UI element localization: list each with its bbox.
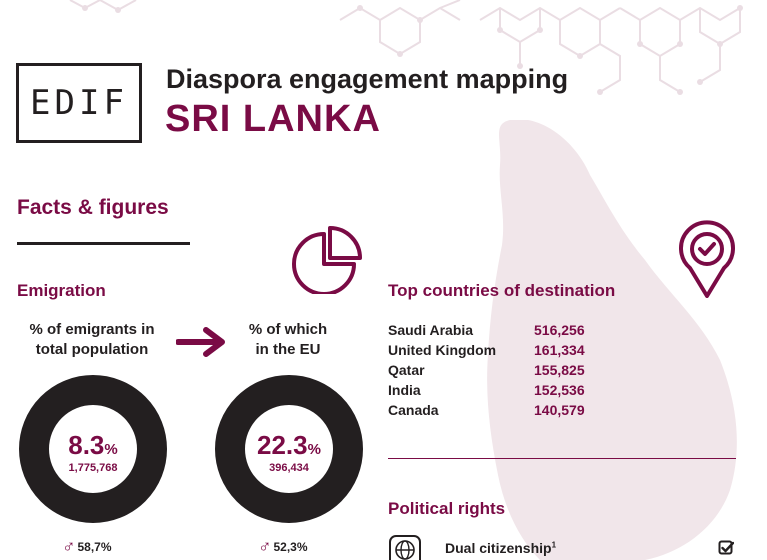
- destination-country: India: [388, 382, 421, 398]
- donut-total-population: [19, 375, 167, 523]
- male-symbol-icon: ♂: [258, 536, 272, 556]
- table-row: Qatar 155,825: [388, 360, 585, 380]
- total-label-line2: total population: [35, 341, 149, 358]
- edif-logo: EDIF: [16, 63, 142, 143]
- eu-share-label: % of which in the EU: [226, 320, 350, 360]
- table-row: Saudi Arabia 516,256: [388, 320, 585, 340]
- destination-value: 152,536: [534, 382, 585, 398]
- table-row: India 152,536: [388, 380, 585, 400]
- emigration-heading: Emigration: [17, 281, 106, 300]
- destination-country: Canada: [388, 402, 439, 418]
- total-population-label: % of emigrants in total population: [20, 320, 164, 360]
- total-unit: %: [104, 441, 118, 458]
- destination-country: United Kingdom: [388, 342, 497, 358]
- facts-divider: [17, 242, 190, 245]
- donut-eu-share: [215, 375, 363, 523]
- total-percentage: 8.3%: [16, 430, 170, 461]
- total-value: 8.3: [68, 430, 105, 460]
- table-row: Canada 140,579: [388, 400, 585, 420]
- eu-value: 22.3: [257, 430, 308, 460]
- table-row: United Kingdom 161,334: [388, 340, 585, 360]
- male-symbol-icon: ♂: [62, 536, 76, 556]
- section-divider: [388, 458, 736, 459]
- total-label-line1: % of emigrants in: [29, 321, 155, 338]
- sri-lanka-map: [487, 120, 737, 560]
- pie-chart-icon: [292, 226, 362, 294]
- network-background: [69, 0, 743, 95]
- logo-text: EDIF: [30, 83, 128, 123]
- donut-track: [19, 375, 167, 523]
- facts-heading: Facts & figures: [17, 196, 169, 219]
- eu-label-line1: % of which: [248, 321, 328, 338]
- donut-total-center: 8.3% 1,775,768: [16, 430, 170, 474]
- eu-male-value: 52,3%: [273, 539, 308, 554]
- country-name: SRI LANKA: [165, 98, 381, 140]
- destination-value: 161,334: [534, 342, 585, 358]
- destination-value: 155,825: [534, 362, 585, 378]
- footnote-marker: 1: [551, 540, 557, 550]
- political-rights-heading: Political rights: [388, 499, 506, 518]
- destinations-heading: Top countries of destination: [388, 281, 616, 300]
- eu-label-line2: in the EU: [255, 341, 321, 358]
- dual-citizenship-text: Dual citizenship: [445, 540, 552, 556]
- eu-male-share: ♂ 52,3%: [258, 536, 308, 557]
- destination-value: 140,579: [534, 402, 585, 418]
- destination-country: Qatar: [388, 362, 425, 378]
- eu-count: 396,434: [269, 462, 309, 474]
- total-male-value: 58,7%: [77, 539, 112, 554]
- donut-eu-center: 22.3% 396,434: [212, 430, 366, 474]
- eu-percentage: 22.3%: [212, 430, 366, 461]
- donut-track: [215, 375, 363, 523]
- total-count: 1,775,768: [68, 462, 118, 474]
- destination-country: Saudi Arabia: [388, 322, 474, 338]
- globe-icon: [389, 535, 421, 560]
- destination-value: 516,256: [534, 322, 585, 338]
- destinations-table: Saudi Arabia 516,256 United Kingdom 161,…: [388, 320, 585, 420]
- eu-unit: %: [307, 441, 321, 458]
- arrow-right-icon: [176, 327, 225, 357]
- location-pin-check-icon: [679, 220, 735, 298]
- page-title: Diaspora engagement mapping: [166, 64, 569, 94]
- dual-citizenship-label: Dual citizenship1: [445, 540, 556, 556]
- total-male-share: ♂ 58,7%: [62, 536, 112, 557]
- checkbox-checked-icon: [718, 540, 734, 555]
